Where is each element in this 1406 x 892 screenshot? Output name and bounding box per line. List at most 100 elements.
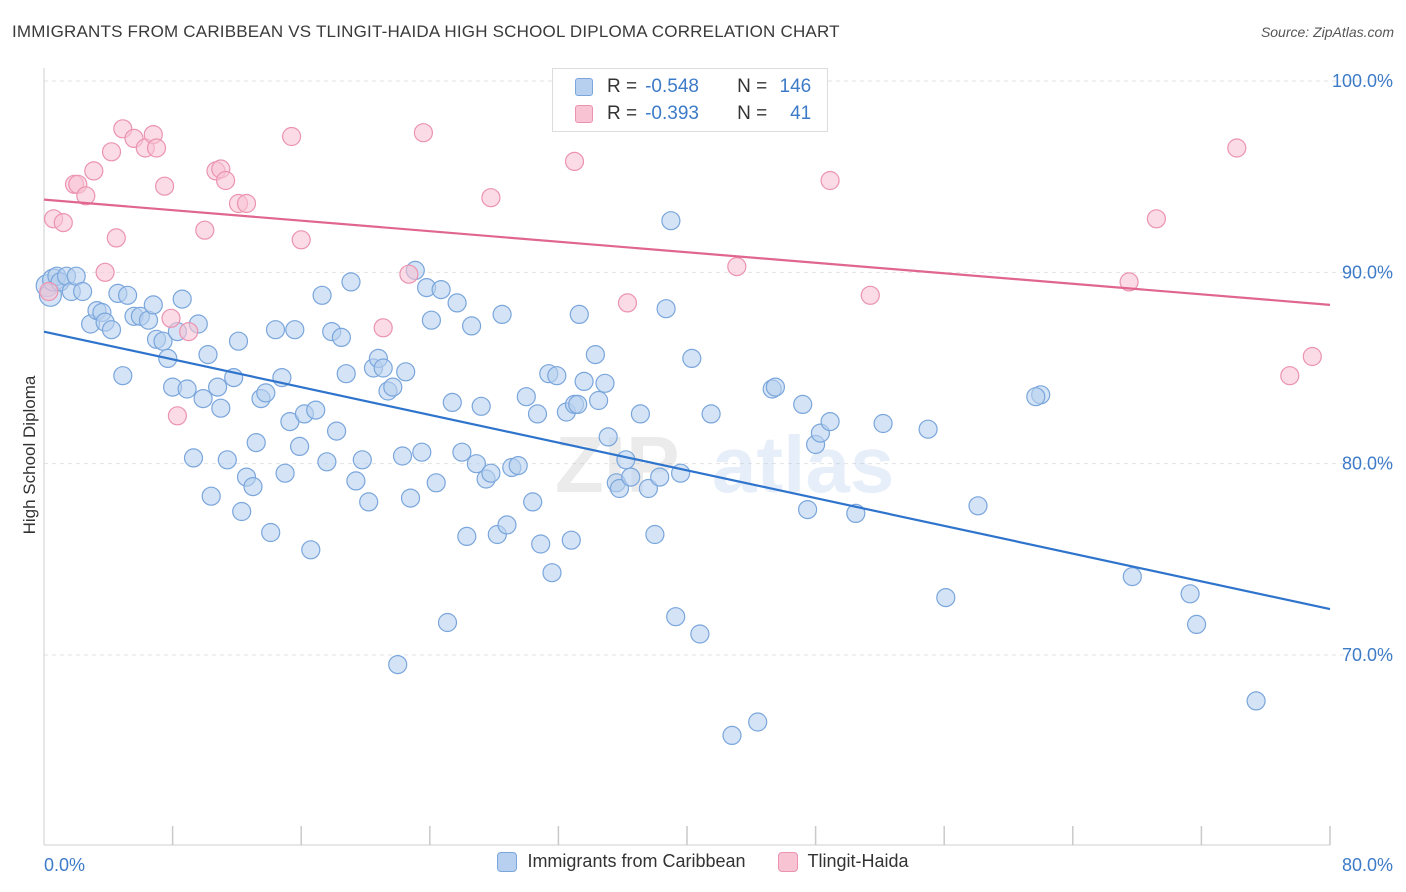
trend-lines: [43, 198, 1331, 611]
data-point: [873, 413, 893, 434]
data-point: [701, 404, 721, 424]
data-point: [431, 280, 451, 300]
data-point: [595, 373, 615, 393]
data-point: [452, 442, 472, 462]
data-point: [638, 478, 659, 499]
y-tick-label: 80.0%: [1342, 454, 1393, 474]
data-point: [1026, 387, 1046, 407]
trend-line: [43, 198, 1331, 306]
data-point: [1280, 366, 1300, 386]
data-point: [497, 515, 517, 535]
data-point: [413, 123, 433, 143]
data-point: [666, 607, 686, 627]
data-point: [72, 281, 93, 302]
data-point: [508, 456, 528, 476]
data-point: [352, 450, 372, 470]
data-point: [471, 396, 491, 416]
data-point: [167, 406, 187, 426]
y-axis-label: High School Diploma: [20, 375, 39, 534]
legend-r-label: R =: [607, 76, 638, 97]
gridlines: [44, 80, 1392, 656]
data-point: [421, 310, 441, 330]
data-point: [336, 364, 356, 384]
data-point: [765, 377, 786, 397]
data-point: [106, 228, 126, 248]
data-point: [217, 450, 237, 470]
data-point: [846, 503, 866, 524]
data-point: [232, 501, 252, 522]
x-tick-label: 0.0%: [44, 855, 85, 875]
data-point: [568, 394, 588, 414]
data-point: [1186, 614, 1207, 635]
data-point: [201, 486, 221, 506]
data-point: [598, 427, 618, 447]
data-point: [442, 392, 462, 412]
data-point: [860, 285, 880, 305]
data-point: [661, 211, 681, 231]
data-point: [285, 320, 305, 340]
legend-r-value: -0.393: [645, 103, 699, 124]
data-point: [228, 331, 249, 351]
data-point: [523, 492, 543, 512]
data-point: [236, 193, 257, 214]
data-point: [1146, 209, 1167, 229]
data-point: [918, 419, 938, 439]
data-point: [95, 262, 115, 282]
data-point: [282, 126, 302, 147]
legend-n-value: 41: [790, 103, 812, 124]
data-point: [155, 176, 175, 196]
data-point: [327, 421, 347, 441]
data-point: [193, 389, 213, 409]
data-point: [748, 712, 768, 732]
data-point: [317, 452, 337, 472]
series-legend-swatch-blue: [497, 851, 518, 872]
watermark-atlas: atlas: [712, 420, 894, 509]
series-legend-label: Immigrants from Caribbean: [527, 851, 746, 871]
data-point: [656, 299, 676, 319]
axes: [43, 68, 1331, 846]
data-point: [481, 188, 501, 208]
data-point: [437, 612, 458, 633]
series-legend-swatch-pink: [777, 851, 798, 872]
data-point: [113, 366, 133, 386]
data-point: [466, 454, 486, 474]
data-point: [53, 213, 73, 233]
data-point: [383, 377, 403, 397]
data-point: [76, 186, 96, 206]
data-point: [101, 320, 122, 340]
data-point: [179, 322, 199, 342]
legend-r-label: R =: [607, 103, 638, 124]
data-point: [820, 170, 840, 191]
data-point: [312, 285, 332, 305]
data-point: [146, 138, 167, 158]
data-point: [246, 433, 266, 453]
data-point: [426, 473, 446, 493]
data-point: [722, 725, 742, 746]
legend-row-caribbean: R = -0.548 N = 146: [575, 74, 811, 100]
data-point: [630, 404, 651, 424]
chart-title: IMMIGRANTS FROM CARIBBEAN VS TLINGIT-HAI…: [12, 22, 840, 41]
data-point: [561, 530, 581, 550]
data-point: [797, 500, 818, 520]
data-point: [392, 446, 413, 466]
data-point: [542, 563, 562, 583]
data-point: [588, 390, 609, 411]
data-point: [101, 142, 122, 162]
data-point: [690, 624, 710, 644]
data-point: [216, 170, 236, 191]
data-point: [341, 272, 361, 292]
data-point: [516, 387, 536, 407]
data-point: [265, 320, 286, 340]
y-tick-label: 90.0%: [1342, 262, 1393, 282]
data-point: [275, 463, 295, 483]
data-point: [195, 220, 215, 240]
data-point: [1227, 138, 1247, 158]
trend-line: [43, 330, 1331, 611]
data-point: [547, 366, 567, 386]
data-point: [585, 345, 606, 365]
data-point: [727, 257, 747, 277]
data-point: [650, 467, 670, 487]
legend-swatch-blue: [575, 78, 593, 96]
data-point: [177, 379, 197, 399]
legend-row-tlingit: R = -0.393 N = 41: [575, 101, 811, 127]
